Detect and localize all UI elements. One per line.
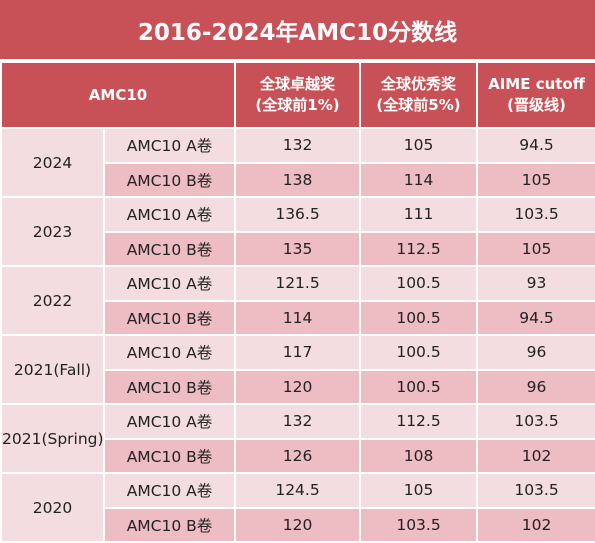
table-row: 2022 AMC10 A卷 121.5 100.5 93 <box>0 265 595 336</box>
table-row: AMC10 B卷 126 108 102 <box>1 437 595 474</box>
paper-cell: AMC10 B卷 <box>102 299 237 336</box>
year-cell: 2022 <box>0 265 105 336</box>
top5-cell: 100.5 <box>359 334 479 371</box>
top1-cell: 124.5 <box>234 472 362 509</box>
header-top5-label: 全球优秀奖 <box>381 75 457 93</box>
top1-cell: 117 <box>234 334 362 371</box>
top5-cell: 103.5 <box>359 506 479 543</box>
table-row: 2021(Spring) AMC10 A卷 132 112.5 103.5 <box>0 403 595 474</box>
table-body: 2024 AMC10 A卷 132 105 94.5 AMC10 B卷 138 114 105 2… <box>0 127 595 543</box>
paper-cell: AMC10 B卷 <box>102 437 237 474</box>
aime-cell: 96 <box>476 334 595 371</box>
table-row: AMC10 B卷 135 112.5 105 <box>1 230 595 267</box>
aime-cell: 102 <box>476 506 595 543</box>
header-top1: 全球卓越奖 (全球前1%) <box>234 61 362 129</box>
header-row: AMC10 全球卓越奖 (全球前1%) 全球优秀奖 (全球前5%) AIME c… <box>0 61 595 129</box>
top1-cell: 136.5 <box>234 196 362 233</box>
paper-cell: AMC10 B卷 <box>102 161 237 198</box>
top5-cell: 112.5 <box>359 230 479 267</box>
header-aime: AIME cutoff (晋级线) <box>476 61 595 129</box>
aime-cell: 94.5 <box>476 299 595 336</box>
aime-cell: 103.5 <box>476 472 595 509</box>
table-row: 2021(Fall) AMC10 A卷 117 100.5 96 <box>0 334 595 405</box>
aime-cell: 94.5 <box>476 127 595 164</box>
top1-cell: 120 <box>234 368 362 405</box>
header-aime-sub: (晋级线) <box>507 96 566 114</box>
top1-cell: 132 <box>234 127 362 164</box>
table-row: AMC10 B卷 120 103.5 102 <box>1 506 595 543</box>
aime-cell: 93 <box>476 265 595 302</box>
header-contest: AMC10 <box>0 61 237 129</box>
paper-cell: AMC10 A卷 <box>102 127 237 164</box>
table-row: 2020 AMC10 A卷 124.5 105 103.5 <box>0 472 595 543</box>
table-row: AMC10 B卷 114 100.5 94.5 <box>1 299 595 336</box>
top5-cell: 111 <box>359 196 479 233</box>
table-row: 2023 AMC10 A卷 136.5 111 103.5 <box>0 196 595 267</box>
table-title: 2016-2024年AMC10分数线 <box>0 0 595 61</box>
top5-cell: 108 <box>359 437 479 474</box>
top5-cell: 112.5 <box>359 403 479 440</box>
top5-cell: 100.5 <box>359 368 479 405</box>
top1-cell: 120 <box>234 506 362 543</box>
top1-cell: 126 <box>234 437 362 474</box>
paper-cell: AMC10 A卷 <box>102 265 237 302</box>
header-top5: 全球优秀奖 (全球前5%) <box>359 61 479 129</box>
header-top1-sub: (全球前1%) <box>255 96 340 114</box>
aime-cell: 103.5 <box>476 196 595 233</box>
year-cell: 2023 <box>0 196 105 267</box>
header-top5-sub: (全球前5%) <box>376 96 461 114</box>
paper-cell: AMC10 A卷 <box>102 403 237 440</box>
top1-cell: 121.5 <box>234 265 362 302</box>
table-row: AMC10 B卷 138 114 105 <box>1 161 595 198</box>
top1-cell: 135 <box>234 230 362 267</box>
top5-cell: 105 <box>359 472 479 509</box>
paper-cell: AMC10 A卷 <box>102 334 237 371</box>
aime-cell: 103.5 <box>476 403 595 440</box>
paper-cell: AMC10 A卷 <box>102 196 237 233</box>
year-cell: 2021(Fall) <box>0 334 105 405</box>
year-cell: 2024 <box>0 127 105 198</box>
score-table: AMC10 全球卓越奖 (全球前1%) 全球优秀奖 (全球前5%) AIME c… <box>0 61 595 543</box>
top5-cell: 105 <box>359 127 479 164</box>
top5-cell: 100.5 <box>359 299 479 336</box>
table-row: AMC10 B卷 120 100.5 96 <box>1 368 595 405</box>
top5-cell: 114 <box>359 161 479 198</box>
year-cell: 2021(Spring) <box>0 403 105 474</box>
paper-cell: AMC10 B卷 <box>102 230 237 267</box>
aime-cell: 96 <box>476 368 595 405</box>
top1-cell: 138 <box>234 161 362 198</box>
table-row: 2024 AMC10 A卷 132 105 94.5 <box>0 127 595 198</box>
paper-cell: AMC10 B卷 <box>102 506 237 543</box>
top1-cell: 114 <box>234 299 362 336</box>
aime-cell: 102 <box>476 437 595 474</box>
top5-cell: 100.5 <box>359 265 479 302</box>
top1-cell: 132 <box>234 403 362 440</box>
aime-cell: 105 <box>476 230 595 267</box>
paper-cell: AMC10 A卷 <box>102 472 237 509</box>
aime-cell: 105 <box>476 161 595 198</box>
year-cell: 2020 <box>0 472 105 543</box>
header-aime-label: AIME cutoff <box>488 75 585 93</box>
paper-cell: AMC10 B卷 <box>102 368 237 405</box>
header-top1-label: 全球卓越奖 <box>260 75 336 93</box>
